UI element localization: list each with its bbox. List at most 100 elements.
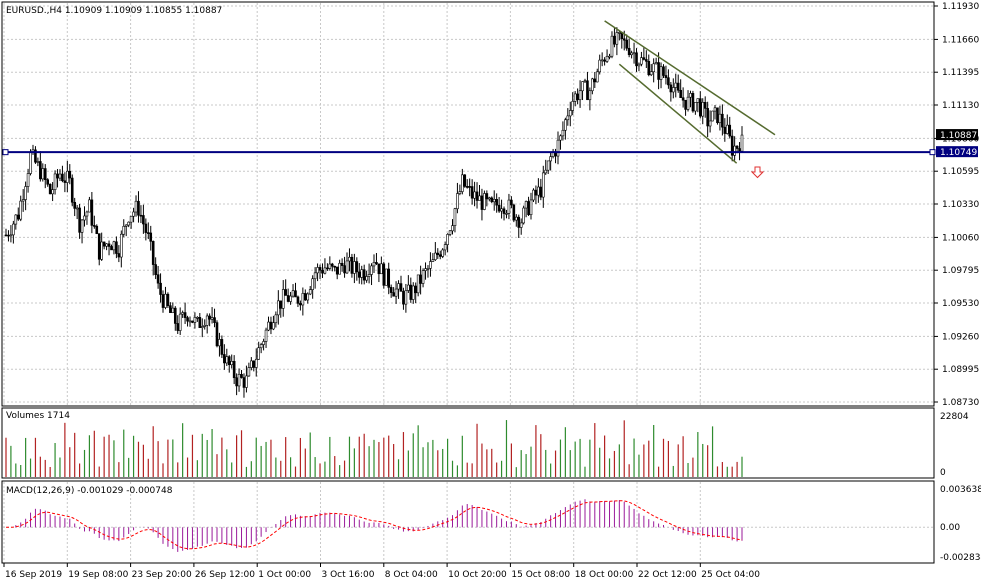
candle-body <box>387 268 391 288</box>
descending-channel[interactable] <box>604 20 776 164</box>
candle-body <box>608 55 611 58</box>
candle-body <box>684 99 687 110</box>
candle-body <box>652 63 655 73</box>
candle-body <box>588 90 592 101</box>
candle-body <box>120 233 123 258</box>
candle-body <box>4 234 8 237</box>
candle-body <box>242 377 246 388</box>
candle-body <box>407 284 410 291</box>
candle-body <box>191 320 194 323</box>
candle-body <box>264 329 268 342</box>
last-price-label: 1.10887 <box>940 131 977 141</box>
candle-body <box>102 241 106 247</box>
candle-body <box>583 80 587 83</box>
candle-body <box>662 66 665 76</box>
candle-body <box>353 261 356 274</box>
support-line-handle[interactable] <box>929 149 936 156</box>
candle-body <box>29 152 32 174</box>
candle-body <box>237 373 241 387</box>
candle-body <box>372 262 376 267</box>
candle-body <box>306 293 310 301</box>
candle-body <box>161 294 165 308</box>
candle-body <box>360 269 364 278</box>
candle-body <box>313 272 317 280</box>
candle-body <box>507 199 511 214</box>
price-tick-label: 1.11660 <box>942 35 979 45</box>
candle-body <box>514 216 518 221</box>
support-line-handle[interactable] <box>2 149 9 156</box>
candle-body <box>532 189 535 201</box>
candle-body <box>176 323 180 331</box>
support-price-label: 1.10749 <box>940 148 977 158</box>
candle-body <box>318 267 322 271</box>
candle-body <box>149 232 153 242</box>
candle-body <box>156 274 160 284</box>
candle-body <box>326 267 329 270</box>
candle-body <box>541 172 545 198</box>
candle-body <box>70 177 74 203</box>
candle-body <box>681 97 685 101</box>
candle-body <box>576 93 579 101</box>
candle-body <box>88 199 91 213</box>
candle-body <box>208 315 211 320</box>
macd-pane[interactable]: MACD(12,26,9) -0.001029 -0.000748 0.0036… <box>1 480 981 564</box>
candle-body <box>36 161 40 163</box>
candle-body <box>492 199 496 203</box>
candle-body <box>247 367 251 377</box>
candle-body <box>713 107 717 112</box>
candle-body <box>173 307 177 324</box>
candle-body <box>348 256 351 262</box>
candle-body <box>183 312 187 318</box>
candle-body <box>330 263 334 267</box>
candle-body <box>539 186 543 198</box>
candle-body <box>392 292 395 297</box>
candle-body <box>647 61 651 76</box>
channel-lower-line <box>618 63 738 164</box>
candle-body <box>429 261 432 269</box>
candle-body <box>522 207 525 224</box>
time-tick-label: 3 Oct 16:00 <box>322 570 375 580</box>
candle-body <box>93 225 96 227</box>
candle-body <box>181 312 184 315</box>
volume-series <box>5 420 743 477</box>
candle-body <box>240 373 243 378</box>
candle-body <box>254 358 258 368</box>
candle-body <box>323 267 327 274</box>
candle-body <box>112 241 116 251</box>
candle-body <box>367 274 371 277</box>
candle-body <box>490 197 494 203</box>
candle-body <box>630 52 633 56</box>
candle-body <box>463 174 467 187</box>
candle-body <box>21 199 25 202</box>
candle-body <box>200 326 204 328</box>
candle-body <box>669 84 673 93</box>
candle-body <box>259 344 263 349</box>
candle-body <box>196 317 199 319</box>
candle-body <box>595 71 599 83</box>
candle-body <box>220 339 224 355</box>
price-pane[interactable]: EURUSD.,H4 1.10909 1.10909 1.10855 1.108… <box>1 1 979 408</box>
candle-body <box>333 266 337 268</box>
candle-body <box>230 361 234 366</box>
candle-body <box>294 290 297 298</box>
volume-pane[interactable]: Volumes 1714 22804 0 <box>1 407 969 479</box>
candle-body <box>610 35 614 57</box>
candle-body <box>90 199 94 226</box>
candle-body <box>299 303 302 306</box>
candle-body <box>461 174 464 192</box>
time-tick-label: 19 Sep 08:00 <box>68 570 128 580</box>
sell-arrow-icon[interactable] <box>750 166 765 179</box>
candle-body <box>502 208 506 214</box>
candle-body <box>345 260 349 274</box>
candle-body <box>142 215 145 225</box>
price-tick-label: 1.10595 <box>942 167 979 177</box>
candle-body <box>738 148 741 152</box>
candle-body <box>537 186 540 196</box>
candle-body <box>24 186 27 200</box>
candle-body <box>424 268 427 271</box>
candle-body <box>53 173 57 190</box>
candle-body <box>159 282 162 295</box>
candle-body <box>483 193 486 210</box>
candle-body <box>694 102 697 112</box>
